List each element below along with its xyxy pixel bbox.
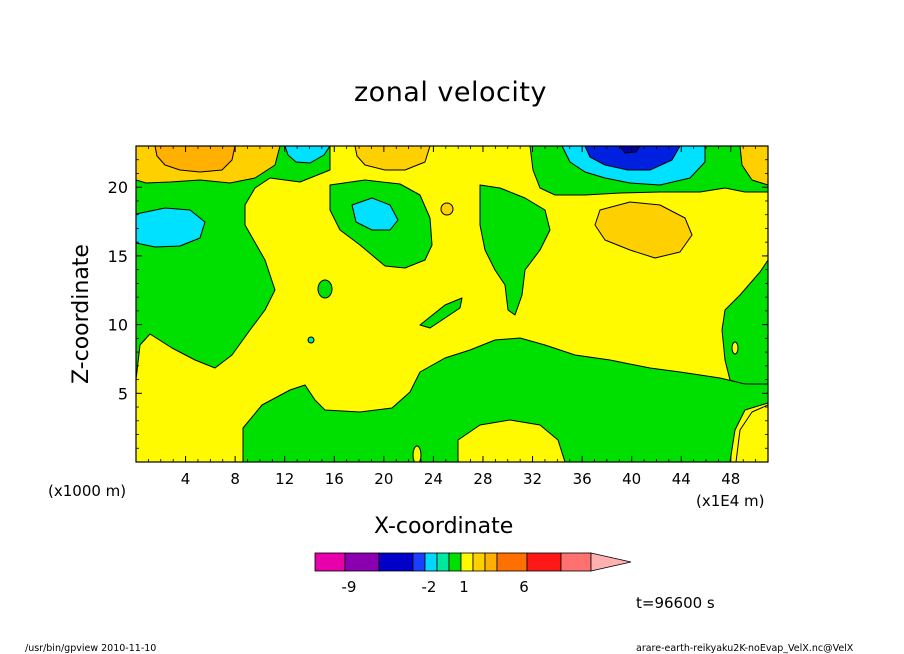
- region-blue-top-right: [584, 146, 681, 171]
- time-label: t=96600 s: [636, 594, 715, 612]
- colorbar-cell: [484, 552, 498, 572]
- region-orange-top-right: [739, 146, 768, 186]
- colorbar-label: -9: [342, 578, 357, 596]
- x-tick-label: 4: [181, 470, 191, 488]
- region-yellow-right-small: [731, 341, 739, 355]
- colorbar-cell: [314, 552, 346, 572]
- colorbar-cell: [560, 552, 592, 572]
- colorbar-cell: [424, 552, 438, 572]
- x-tick-label: 36: [573, 470, 592, 488]
- x-tick-label: 24: [424, 470, 443, 488]
- x-tick-label: 16: [325, 470, 344, 488]
- y-axis-label: Z-coordinate: [69, 244, 94, 384]
- y-tick-label: 15: [108, 247, 128, 266]
- colorbar-arrow: [590, 552, 632, 572]
- colorbar-cell: [412, 552, 426, 572]
- y-tick-label: 5: [118, 384, 128, 403]
- colorbar-cell: [496, 552, 528, 572]
- x-axis-label: X-coordinate: [374, 514, 514, 539]
- region-green-lower-band: [242, 337, 768, 462]
- footer-left: /usr/bin/gpview 2010-11-10: [25, 643, 157, 654]
- x-tick-label: 28: [473, 470, 492, 488]
- x-tick-label: 44: [672, 470, 691, 488]
- region-yellow-lower-2: [735, 404, 768, 462]
- footer-right: arare-earth-reikyaku2K-noEvap_VelX.nc@Ve…: [636, 643, 854, 654]
- plot-frame: [135, 145, 769, 463]
- region-cyan-top: [284, 146, 331, 164]
- colorbar-cell: [472, 552, 486, 572]
- x-tick-label: 12: [275, 470, 294, 488]
- colorbar: -9 -2 1 6: [314, 552, 632, 596]
- region-cyan-middle: [351, 197, 399, 231]
- region-green-sliver: [419, 297, 463, 329]
- x-unit-left: (x1000 m): [48, 482, 127, 500]
- x-tick-label: 40: [622, 470, 641, 488]
- region-darkblue-core: [619, 146, 641, 154]
- colorbar-cell: [526, 552, 562, 572]
- region-green-top-left: [136, 146, 331, 381]
- x-unit-right: (x1E4 m): [696, 492, 765, 510]
- colorbar-cell: [378, 552, 414, 572]
- y-tick-label: 20: [108, 178, 128, 197]
- colorbar-label: 6: [519, 578, 529, 596]
- x-tick-label: 8: [230, 470, 240, 488]
- region-yellow-lower-1: [457, 419, 566, 462]
- region-orange-top-center: [354, 146, 431, 171]
- region-yellow-lower-3: [412, 445, 422, 462]
- region-orange-small: [440, 202, 454, 216]
- colorbar-label: -2: [422, 578, 437, 596]
- x-tick-label: 32: [523, 470, 542, 488]
- region-green-right-plume: [479, 184, 551, 316]
- region-green-small-1: [317, 279, 333, 299]
- colorbar-cell: [460, 552, 474, 572]
- region-cyan-left: [136, 207, 206, 248]
- region-green-small-2: [307, 336, 315, 344]
- colorbar-label: 1: [459, 578, 469, 596]
- x-tick-label: 48: [721, 470, 740, 488]
- y-tick-label: 10: [108, 316, 128, 335]
- x-tick-label: 20: [374, 470, 393, 488]
- colorbar-cell: [344, 552, 380, 572]
- colorbar-cell: [448, 552, 462, 572]
- colorbar-cell: [436, 552, 450, 572]
- plot-area: [136, 146, 768, 462]
- chart-title: zonal velocity: [354, 77, 547, 108]
- region-darkorange-top-left: [154, 146, 236, 173]
- region-orange-right: [594, 201, 693, 259]
